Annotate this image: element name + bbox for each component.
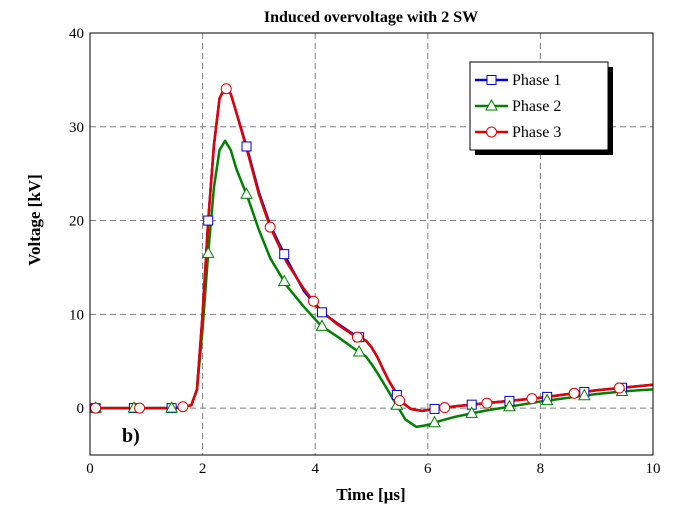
y-tick-labels: 0 10 20 30 40 (69, 26, 84, 417)
x-tick-label-1: 2 (199, 461, 207, 477)
series-3-marker-12 (613, 382, 625, 394)
y-tick-label-0: 0 (77, 401, 85, 417)
chart-title: Induced overvoltage with 2 SW (264, 9, 478, 26)
legend-label-2: Phase 2 (512, 98, 561, 115)
series-3-marker-3 (220, 83, 232, 95)
series-1-marker-5 (279, 249, 290, 260)
series-3-marker-7 (394, 395, 406, 407)
series-3-marker-4 (264, 221, 276, 233)
series-3-marker-8 (439, 402, 451, 414)
series-2-marker-9 (428, 415, 441, 428)
series-2-marker-11 (503, 399, 516, 412)
series-3-marker-9 (481, 397, 493, 409)
x-tick-labels: 0 2 4 6 8 10 (86, 461, 660, 477)
series-3-marker-0 (90, 402, 102, 414)
x-tick-label-2: 4 (311, 461, 319, 477)
x-tick-label-4: 8 (537, 461, 545, 477)
series-2-marker-6 (315, 319, 329, 331)
series-3-marker-11 (568, 387, 580, 399)
series-2-marker-4 (240, 187, 253, 199)
x-axis-label: Time [µs] (336, 485, 405, 504)
y-axis-label: Voltage [kV] (25, 174, 44, 265)
series-2-marker-5 (277, 274, 291, 287)
series-2-marker-12 (540, 393, 554, 406)
y-tick-label-3: 30 (69, 120, 84, 136)
series-2-marker-7 (352, 344, 366, 357)
series-2-marker-2 (165, 401, 178, 413)
series-2-marker-13 (577, 388, 591, 401)
y-tick-label-1: 10 (69, 307, 84, 323)
series-markers (89, 83, 629, 428)
y-tick-label-2: 20 (69, 214, 84, 230)
series-2-marker-10 (465, 406, 479, 418)
legend-marker-3 (486, 126, 497, 138)
series-3-marker-5 (308, 295, 320, 307)
panel-annotation: b) (122, 425, 140, 447)
legend: Phase 1 Phase 2 Phase 3 (469, 61, 613, 155)
series-3-marker-2 (177, 401, 189, 413)
series-2-marker-3 (201, 246, 215, 258)
series-3-marker-10 (526, 393, 538, 405)
series-3-marker-6 (351, 331, 363, 343)
series-1-marker-3 (203, 215, 214, 226)
plot-frame (89, 32, 654, 456)
legend-marker-2 (485, 98, 498, 111)
legend-marker-1 (486, 75, 497, 85)
x-tick-label-0: 0 (86, 461, 94, 477)
x-tick-label-5: 10 (646, 461, 661, 477)
x-tick-label-3: 6 (424, 461, 432, 477)
series-1-marker-4 (241, 141, 252, 152)
legend-label-1: Phase 1 (512, 72, 561, 89)
series-line-2 (90, 139, 654, 429)
series-1-marker-6 (316, 307, 327, 318)
series-3-marker-1 (134, 402, 146, 414)
legend-label-3: Phase 3 (512, 124, 561, 141)
series-1-marker-9 (429, 403, 440, 414)
y-tick-label-4: 40 (69, 26, 84, 42)
